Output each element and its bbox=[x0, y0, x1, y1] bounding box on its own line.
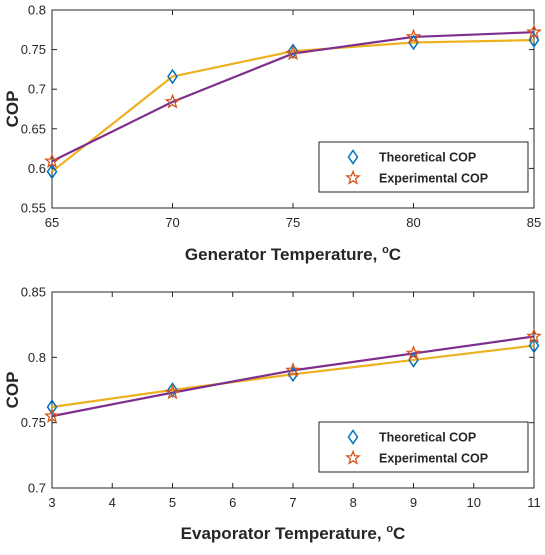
series-line-theoretical bbox=[51, 344, 535, 409]
data-point-theoretical bbox=[167, 382, 178, 398]
x-tick-label: 7 bbox=[289, 495, 296, 510]
legend-marker-theoretical bbox=[347, 429, 359, 445]
data-point-experimental bbox=[405, 28, 422, 44]
legend-label: Theoretical COP bbox=[379, 431, 476, 445]
data-point-experimental bbox=[44, 152, 60, 168]
x-tick-label: 11 bbox=[527, 495, 541, 510]
data-point-experimental bbox=[405, 345, 422, 361]
legend-marker-theoretical bbox=[347, 149, 359, 165]
legend-label: Experimental COP bbox=[379, 172, 488, 186]
y-tick-label: 0.75 bbox=[21, 42, 46, 57]
y-tick-label: 0.8 bbox=[28, 350, 46, 365]
legend-box bbox=[318, 141, 529, 193]
data-point-theoretical bbox=[46, 399, 58, 415]
x-tick-label: 6 bbox=[229, 495, 236, 510]
y-tick-label: 0.85 bbox=[21, 285, 46, 300]
y-tick-label: 0.7 bbox=[28, 481, 46, 496]
data-point-experimental bbox=[44, 407, 60, 423]
y-axis-title: COP bbox=[3, 372, 22, 409]
y-tick-label: 0.7 bbox=[28, 82, 46, 97]
data-point-experimental bbox=[285, 362, 301, 378]
x-tick-label: 80 bbox=[406, 215, 420, 230]
legend-label: Theoretical COP bbox=[379, 151, 476, 165]
y-axis-title: COP bbox=[3, 91, 22, 128]
series-line-theoretical bbox=[51, 39, 535, 173]
x-tick-label: 9 bbox=[410, 495, 417, 510]
series-line-experimental bbox=[51, 335, 535, 418]
legend-marker-experimental bbox=[345, 169, 361, 185]
y-tick-label: 0.65 bbox=[21, 121, 46, 136]
data-point-theoretical bbox=[46, 163, 58, 180]
x-tick-label: 3 bbox=[48, 495, 55, 510]
y-tick-label: 0.8 bbox=[28, 3, 46, 18]
legend-label: Experimental COP bbox=[379, 452, 488, 466]
legend-box bbox=[318, 421, 529, 473]
data-point-experimental bbox=[164, 93, 181, 109]
x-axis-title: Generator Temperature, oC bbox=[185, 244, 401, 264]
x-tick-label: 4 bbox=[109, 495, 116, 510]
chart-1: 65 70 75 80 85 0.55 0.6 0.65 0.7 0.75 0.8 Generator… bbox=[3, 3, 542, 264]
x-tick-label: 85 bbox=[527, 215, 541, 230]
data-point-theoretical bbox=[287, 43, 299, 60]
x-tick-label: 5 bbox=[169, 495, 176, 510]
data-point-experimental bbox=[285, 45, 301, 61]
y-tick-label: 0.6 bbox=[28, 161, 46, 176]
data-point-experimental bbox=[526, 328, 542, 344]
x-tick-label: 8 bbox=[350, 495, 357, 510]
x-tick-label: 70 bbox=[165, 215, 179, 230]
series-line-experimental bbox=[51, 31, 535, 163]
y-tick-label: 0.55 bbox=[21, 201, 46, 216]
x-tick-label: 10 bbox=[467, 495, 481, 510]
data-point-theoretical bbox=[528, 337, 540, 354]
data-point-experimental bbox=[164, 384, 181, 400]
chart-2: 3 4 5 6 7 8 9 10 11 0.7 0.75 0.8 0.85 Evaporator Temp… bbox=[3, 285, 542, 543]
x-tick-label: 65 bbox=[45, 215, 59, 230]
legend: Theoretical COP Experimental COP bbox=[318, 421, 529, 473]
legend: Theoretical COP Experimental COP bbox=[318, 141, 529, 193]
data-point-theoretical bbox=[167, 68, 178, 85]
x-tick-label: 75 bbox=[286, 215, 300, 230]
x-axis-title: Evaporator Temperature, oC bbox=[181, 523, 406, 543]
legend-marker-experimental bbox=[345, 449, 361, 465]
data-point-experimental bbox=[526, 23, 542, 39]
data-point-theoretical bbox=[528, 32, 540, 48]
y-tick-label: 0.75 bbox=[21, 415, 46, 430]
